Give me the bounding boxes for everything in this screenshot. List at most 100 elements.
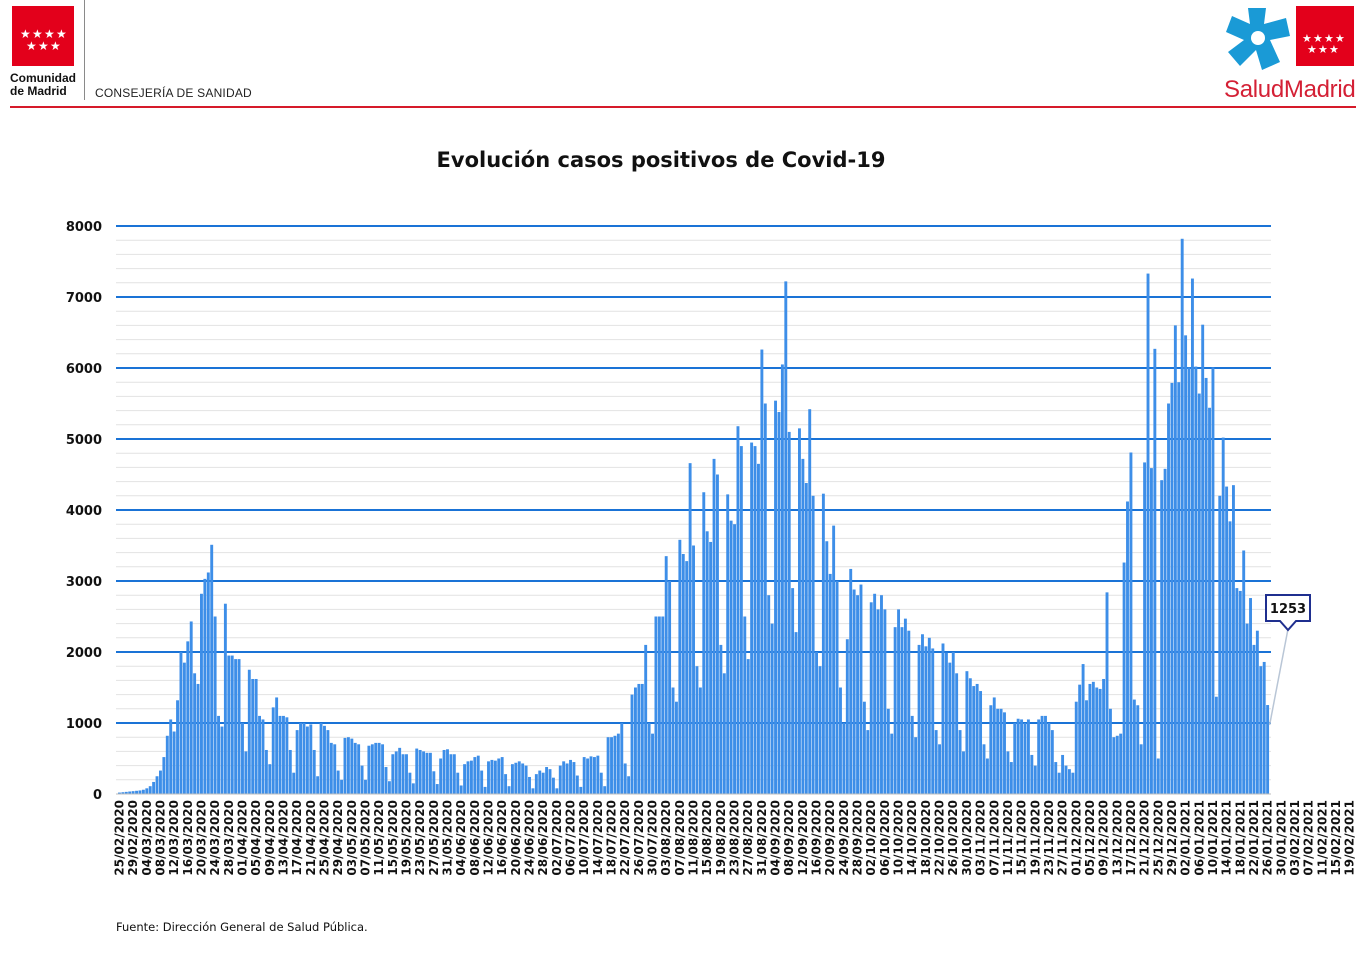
svg-text:★: ★ (38, 39, 49, 53)
x-tick-label: 14/07/2020 (591, 800, 605, 876)
chart-bar (620, 723, 624, 794)
chart-bar (832, 525, 836, 794)
chart-bar (340, 779, 344, 794)
callout-label: 1253 (1270, 602, 1306, 617)
chart-bar (828, 573, 832, 794)
chart-bar (483, 786, 487, 794)
chart-bar (1238, 590, 1242, 794)
chart-bar (425, 752, 429, 794)
chart-bar (852, 589, 856, 794)
chart-bar (575, 775, 579, 794)
chart-bar (162, 757, 166, 794)
x-tick-label: 29/12/2020 (1165, 800, 1179, 876)
chart-bar (247, 669, 251, 794)
chart-bar (323, 725, 326, 794)
chart-bar (500, 757, 504, 794)
chart-bar (839, 687, 842, 794)
x-tick-label: 25/04/2020 (317, 800, 331, 876)
chart-bar (1040, 715, 1044, 794)
chart-bar (1037, 719, 1041, 794)
chart-bar (251, 678, 255, 794)
chart-bar (169, 719, 173, 794)
chart-bar (476, 755, 480, 794)
chart-bar (241, 723, 244, 794)
x-tick-label: 30/01/2021 (1274, 800, 1288, 876)
x-tick-label: 03/05/2020 (345, 800, 359, 876)
chart-bar (391, 754, 395, 794)
chart-bar (377, 742, 381, 794)
chart-bar (866, 730, 870, 794)
chart-bar (726, 494, 730, 794)
chart-bar (869, 602, 873, 794)
chart-bar (541, 772, 545, 794)
chart-bar (1136, 705, 1140, 794)
chart-bar (599, 772, 603, 794)
chart-bar (1139, 744, 1143, 794)
chart-bar (1167, 403, 1170, 794)
x-tick-label: 22/07/2020 (618, 800, 632, 876)
x-tick-label: 07/11/2020 (987, 800, 1001, 876)
chart-bar (733, 524, 736, 794)
chart-bar (640, 683, 644, 794)
chart-bar (309, 724, 313, 794)
x-tick-label: 03/02/2021 (1288, 800, 1302, 876)
chart-bar (627, 776, 631, 794)
x-tick-label: 30/07/2020 (646, 800, 660, 876)
chart-bar (264, 749, 268, 794)
chart-bar (220, 726, 224, 794)
x-tick-label: 12/09/2020 (796, 800, 810, 876)
bar-chart: 0 1000 2000 3000 4000 5000 6000 7000 8000 25/02/2… (66, 220, 1357, 876)
chart-bar (1194, 366, 1198, 794)
svg-text:★: ★ (50, 39, 61, 53)
x-tick-label: 24/09/2020 (837, 800, 851, 876)
chart-bar (1180, 238, 1184, 794)
y-tick-label: 6000 (66, 362, 102, 377)
chart-bar (924, 646, 928, 794)
chart-bar (217, 715, 220, 794)
chart-bar (312, 749, 316, 794)
chart-bar (657, 616, 661, 794)
svg-text:★: ★ (1313, 32, 1323, 45)
chart-bar (569, 759, 572, 794)
chart-bar (1266, 705, 1270, 794)
chart-bar (432, 771, 436, 794)
chart-bar (1115, 735, 1119, 794)
chart-bar (1201, 324, 1205, 794)
chart-bar (1197, 393, 1201, 794)
chart-bar (753, 446, 757, 794)
chart-bar (463, 764, 467, 794)
y-tick-label: 0 (93, 788, 102, 803)
chart-bar (1255, 630, 1259, 794)
chart-bar (1122, 562, 1126, 794)
chart-bar (719, 644, 723, 794)
chart-bar (1218, 495, 1222, 794)
svg-text:★: ★ (1318, 43, 1328, 56)
x-tick-label: 15/08/2020 (700, 800, 714, 876)
chart-bar (616, 733, 620, 794)
chart-bar (592, 757, 596, 794)
chart-bar (736, 426, 740, 794)
chart-bar (880, 595, 883, 794)
chart-bar (897, 609, 901, 794)
chart-bar (353, 742, 357, 794)
chart-bar (948, 662, 952, 794)
chart-bar (582, 757, 586, 794)
chart-bar (459, 785, 463, 794)
x-tick-label: 24/06/2020 (523, 800, 537, 876)
chart-bar (148, 786, 152, 794)
chart-bar (172, 731, 176, 794)
x-tick-label: 06/07/2020 (564, 800, 578, 876)
chart-bar (398, 747, 402, 794)
chart-bar (804, 483, 808, 794)
chart-bar (227, 655, 231, 794)
chart-bar (493, 760, 497, 794)
x-tick-label: 16/09/2020 (810, 800, 824, 876)
chart-bar (681, 554, 685, 794)
chart-bar (1235, 588, 1239, 794)
chart-bar (890, 733, 894, 794)
chart-bar (886, 708, 890, 794)
chart-bar (507, 786, 511, 794)
chart-bar (452, 754, 456, 794)
chart-bar (497, 758, 501, 794)
chart-bar (555, 788, 559, 794)
